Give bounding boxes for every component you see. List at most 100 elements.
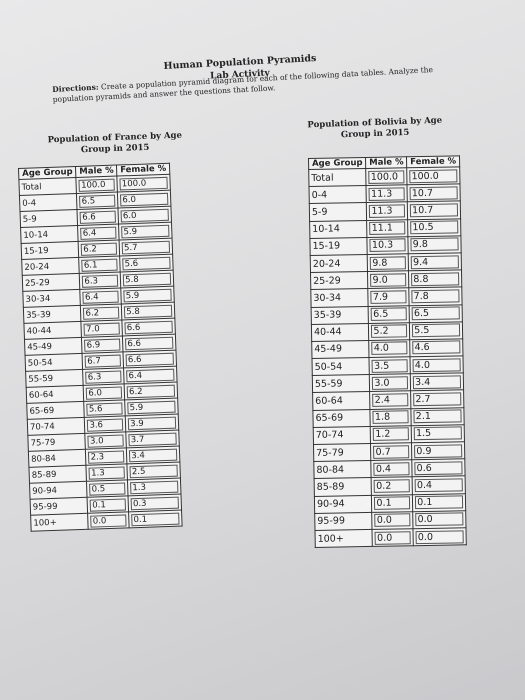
cell: 7.0 — [81, 319, 123, 338]
cell-value: 6.6 — [125, 336, 174, 350]
cell: 0.0 — [88, 511, 130, 530]
cell-value: 3.6 — [87, 417, 124, 432]
cell-value: 10.7 — [410, 203, 459, 218]
cell: 0.4 — [412, 476, 466, 495]
cell: 4.6 — [409, 338, 463, 357]
cell: 6.6 — [122, 334, 176, 352]
cell: 2.4 — [370, 391, 412, 410]
cell: 5.9 — [118, 222, 173, 241]
cell: 3.0 — [369, 373, 411, 392]
cell-value: 6.2 — [126, 384, 176, 398]
cell: 0-4 — [309, 185, 367, 204]
table-title: Population of Bolivia by Age Group in 20… — [307, 115, 443, 141]
cell-value: 11.3 — [368, 187, 405, 201]
cell: 0.1 — [87, 495, 129, 514]
cell-value: 0.0 — [374, 530, 411, 545]
column-header: Female % — [406, 155, 460, 168]
cell: 6.6 — [123, 350, 177, 368]
cell: 6.0 — [118, 206, 172, 225]
cell-value: 0.2 — [374, 479, 411, 493]
cell-value: 10.5 — [410, 220, 459, 235]
cell: 5.2 — [368, 322, 410, 341]
cell: 3.4 — [410, 373, 464, 392]
cell-value: 5.5 — [412, 323, 461, 338]
cell: 6.0 — [83, 383, 125, 402]
cell: 6.5 — [76, 192, 119, 210]
cell-value: 5.9 — [121, 224, 170, 238]
cell-value: 6.2 — [81, 242, 118, 256]
column-header: Age Group — [308, 157, 367, 170]
cell-value: 3.9 — [127, 416, 177, 430]
cell-value: 5.6 — [86, 401, 123, 416]
cell: 3.6 — [84, 415, 126, 434]
cell-value: 5.9 — [123, 288, 172, 302]
cell: 6.4 — [123, 366, 178, 384]
cell-value: 9.8 — [410, 237, 459, 252]
cell: 3.5 — [369, 356, 411, 375]
cell: 1.2 — [370, 425, 412, 444]
cell: 100+ — [30, 513, 89, 532]
cell-value: 3.0 — [87, 433, 124, 448]
cell: 3.9 — [125, 414, 179, 432]
cell-value: 100.0 — [119, 176, 168, 190]
cell-value: 9.8 — [370, 255, 407, 270]
cell-value: 1.2 — [373, 427, 410, 442]
cell-value: 3.4 — [129, 448, 178, 462]
cell: 6.6 — [77, 208, 119, 226]
cell: 5-9 — [309, 202, 368, 222]
cell-value: 4.0 — [412, 358, 461, 372]
cell-value: 6.2 — [83, 306, 120, 320]
cell-value: 6.4 — [82, 290, 119, 304]
cell: 11.1 — [367, 219, 409, 238]
cell: 5.7 — [119, 238, 173, 256]
cell: 35-39 — [311, 305, 369, 325]
cell-value: 2.5 — [129, 464, 178, 478]
table-row: 100+ 0.0 0.0 — [314, 527, 467, 548]
cell: 0.1 — [412, 493, 466, 512]
cell-value: 0.4 — [373, 462, 410, 476]
cell-value: 6.6 — [80, 210, 117, 224]
cell: 11.3 — [366, 184, 408, 203]
cell-value: 0.0 — [374, 513, 411, 528]
cell: 0.9 — [411, 441, 465, 460]
cell: 0.0 — [372, 528, 414, 547]
cell-value: 0.0 — [415, 512, 464, 527]
cell-value: 0.1 — [90, 497, 127, 512]
cell-value: 7.9 — [370, 290, 407, 304]
cell: 5.6 — [119, 254, 174, 272]
cell-value: 6.4 — [126, 368, 175, 382]
cell: 5.8 — [120, 270, 174, 288]
cell: 6.6 — [122, 318, 176, 336]
cell: 5.9 — [120, 286, 175, 304]
cell: 3.7 — [125, 430, 180, 448]
cell: 6.3 — [83, 367, 125, 386]
cell: 9.4 — [408, 252, 462, 271]
cell: 10-14 — [309, 220, 368, 239]
cell: 10.3 — [367, 236, 409, 255]
column-header: Male % — [75, 165, 118, 178]
cell: 0.5 — [86, 479, 129, 498]
cell-value: 0.0 — [415, 529, 464, 544]
cell-value: 2.3 — [88, 449, 125, 464]
cell-value: 0.4 — [414, 478, 463, 493]
cell-value: 5.9 — [127, 400, 176, 414]
cell: 0.3 — [128, 494, 182, 512]
cell-value: 0.0 — [90, 513, 127, 528]
cell-value: 8.8 — [411, 272, 460, 286]
cell-value: 5.6 — [122, 256, 171, 270]
cell: 0.0 — [413, 527, 467, 546]
cell-value: 6.5 — [411, 306, 460, 321]
cell-value: 0.6 — [414, 461, 463, 475]
cell: 7.8 — [408, 287, 463, 306]
cell: 90-94 — [314, 494, 373, 514]
cell: 8.8 — [408, 269, 462, 289]
cell-value: 6.4 — [80, 226, 117, 240]
cell: 100.0 — [406, 166, 460, 185]
cell: 3.0 — [85, 431, 127, 450]
cell-value: 100.0 — [368, 169, 405, 184]
bolivia-table: Age Group Male % Female % Total 100.0 100.0 0-… — [308, 155, 467, 549]
cell: 4.0 — [410, 355, 464, 374]
cell: 2.3 — [85, 447, 128, 466]
cell: 25-29 — [310, 271, 369, 290]
cell: 95-99 — [314, 512, 373, 531]
